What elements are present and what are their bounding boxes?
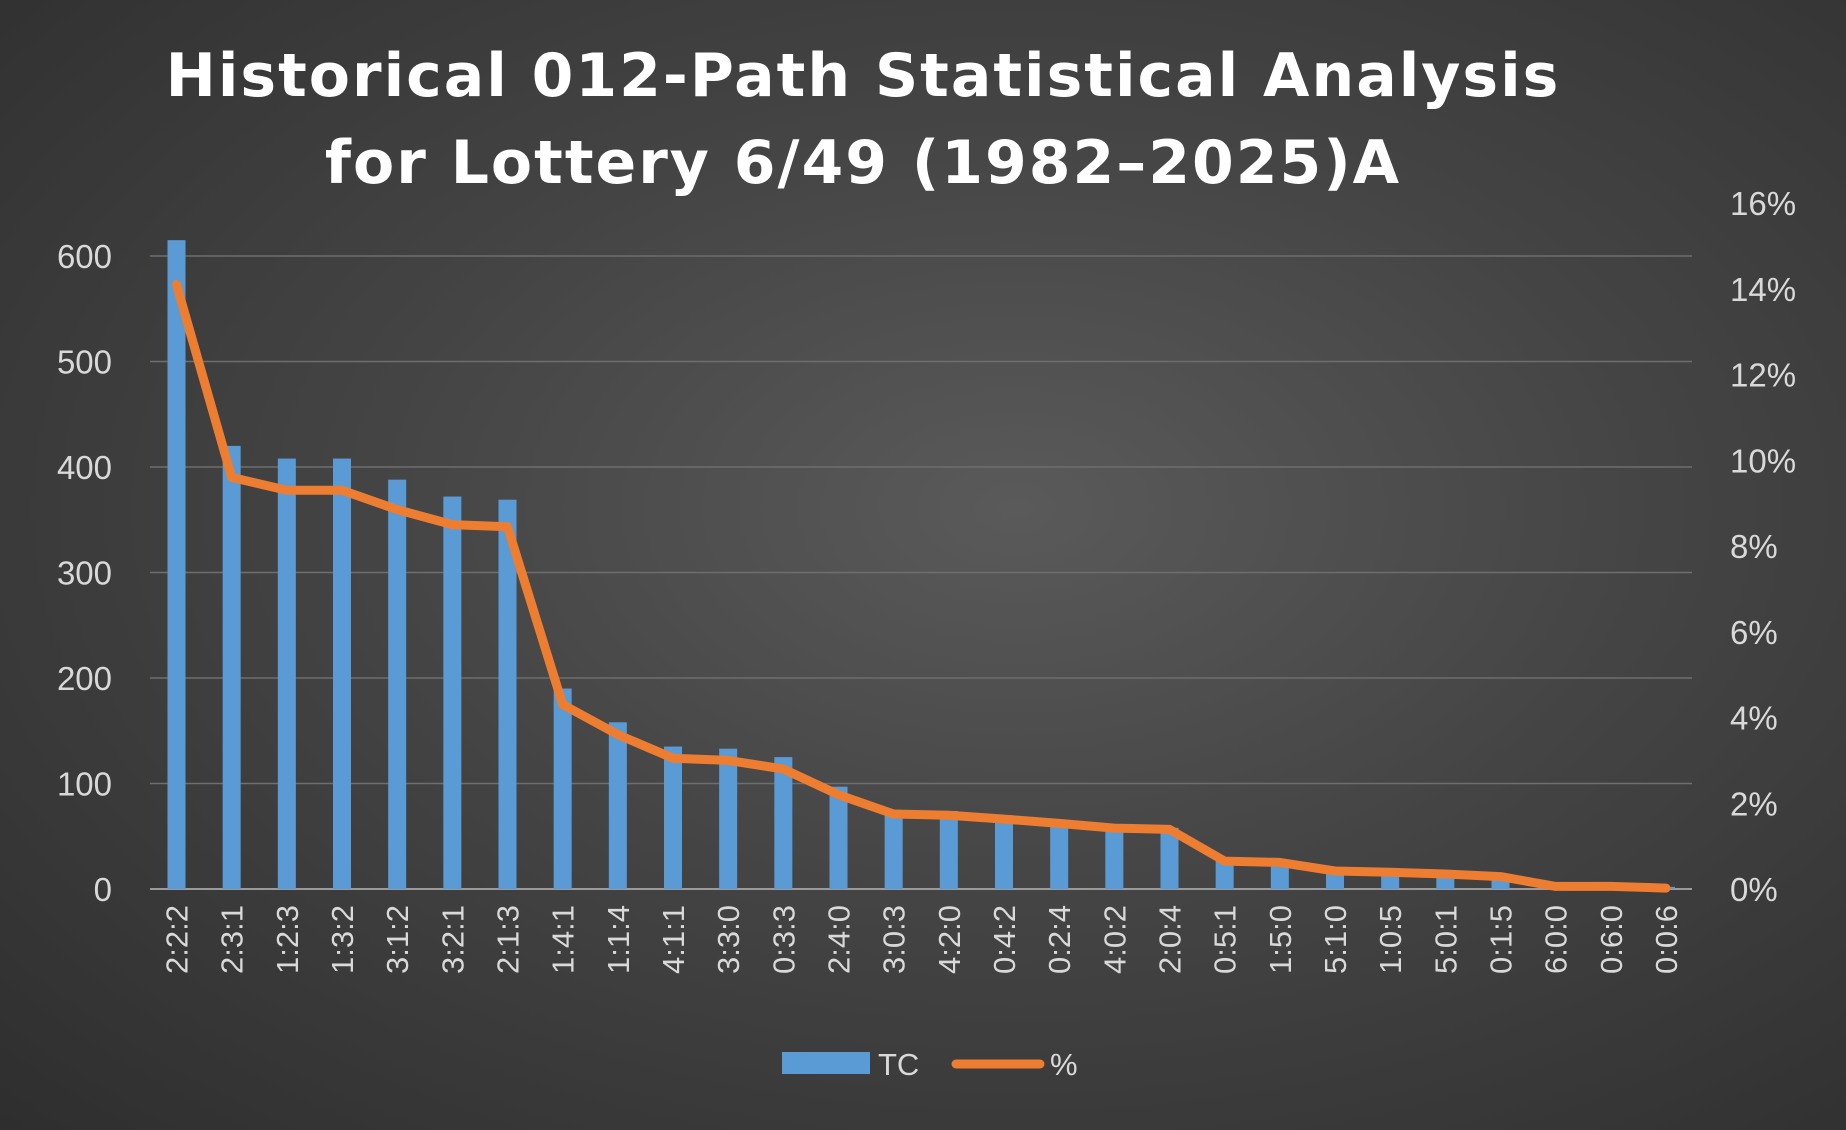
x-category-label: 1:1:4 (601, 905, 636, 974)
x-category-label: 5:0:1 (1428, 905, 1463, 974)
y-right-tick-label: 12% (1730, 357, 1796, 394)
y-right-tick-label: 8% (1730, 528, 1778, 565)
x-category-label: 0:1:5 (1484, 905, 1519, 974)
bar-tc (222, 445, 241, 889)
x-category-label: 2:0:4 (1153, 905, 1188, 974)
x-category-label: 5:1:0 (1318, 905, 1353, 974)
x-category-label: 1:5:0 (1263, 905, 1298, 974)
bar-tc (1050, 820, 1069, 889)
y-left-tick-label: 100 (57, 766, 112, 803)
legend-label-tc: TC (878, 1047, 919, 1082)
bar-tc (388, 479, 407, 889)
bar-tc (1160, 827, 1179, 889)
bar-series-tc (167, 240, 1675, 890)
bar-tc (884, 809, 903, 889)
bar-tc (333, 458, 351, 889)
bar-tc (719, 748, 738, 889)
x-category-label: 0:3:3 (766, 905, 801, 974)
y-left-tick-label: 300 (57, 555, 112, 592)
bar-tc (167, 240, 186, 890)
x-category-label: 3:1:2 (380, 905, 415, 974)
y-left-tick-label: 200 (57, 660, 112, 697)
bar-tc (608, 722, 627, 889)
y-axis-left: 0 100 200 300 400 500 600 (57, 238, 112, 908)
y-axis-right: 0% 2% 4% 6% 8% 10% 12% 14% 16% (1730, 185, 1796, 908)
y-right-tick-label: 14% (1730, 271, 1796, 308)
legend: TC% (782, 1047, 1078, 1082)
x-category-label: 0:4:2 (987, 905, 1022, 974)
x-category-label: 1:4:1 (546, 905, 581, 974)
bar-tc (553, 688, 572, 889)
y-left-tick-label: 600 (57, 238, 112, 275)
x-category-label: 1:2:3 (270, 905, 305, 974)
x-category-label: 0:6:0 (1594, 905, 1629, 974)
x-category-label: 3:0:3 (877, 905, 912, 974)
x-category-label: 4:0:2 (1097, 905, 1132, 974)
bar-tc (829, 786, 848, 889)
x-category-label: 2:2:2 (160, 905, 195, 974)
x-category-label: 0:5:1 (1208, 905, 1243, 974)
legend-label-percent: % (1050, 1047, 1078, 1082)
bar-tc (498, 499, 517, 889)
x-category-label: 4:2:0 (932, 905, 967, 974)
y-right-tick-label: 4% (1730, 700, 1778, 737)
x-category-label: 2:4:0 (822, 905, 857, 974)
x-category-label: 1:3:2 (325, 905, 360, 974)
bar-tc (443, 496, 462, 889)
y-right-tick-label: 16% (1730, 185, 1796, 222)
chart-title-line: for Lottery 6/49 (1982–2025)A (325, 128, 1401, 198)
line-percent (172, 280, 1671, 893)
line-series-percent (172, 280, 1671, 893)
x-category-label: 6:0:0 (1539, 905, 1574, 974)
bar-tc (277, 458, 296, 889)
bar-tc (664, 746, 682, 889)
x-category-label: 2:1:3 (491, 905, 526, 974)
y-left-tick-label: 0 (94, 871, 112, 908)
y-right-tick-label: 10% (1730, 442, 1796, 479)
bar-tc (995, 815, 1013, 889)
chart-title: Historical 012-Path Statistical Analysis… (166, 41, 1561, 198)
x-category-label: 1:0:5 (1373, 905, 1408, 974)
gridlines (150, 255, 1692, 890)
bar-tc (939, 810, 958, 889)
x-category-label: 2:3:1 (215, 905, 250, 974)
x-category-label: 0:2:4 (1042, 905, 1077, 974)
x-category-label: 4:1:1 (656, 905, 691, 974)
x-category-label: 3:3:0 (711, 905, 746, 974)
x-category-label: 0:0:6 (1649, 905, 1684, 974)
x-axis-categories: 2:2:2 2:3:1 1:2:3 1:3:2 3:1:2 3:2:1 2:1:3 1:4:1… (160, 905, 1685, 974)
y-left-tick-label: 500 (57, 344, 112, 381)
x-category-label: 3:2:1 (435, 905, 470, 974)
y-left-tick-label: 400 (57, 449, 112, 486)
chart-title-line: Historical 012-Path Statistical Analysis (166, 41, 1561, 111)
legend-swatch-tc (782, 1052, 870, 1074)
y-right-tick-label: 6% (1730, 614, 1778, 651)
bar-tc (1105, 825, 1124, 889)
bar-tc (774, 757, 793, 889)
y-right-tick-label: 2% (1730, 785, 1778, 822)
y-right-tick-label: 0% (1730, 871, 1778, 908)
